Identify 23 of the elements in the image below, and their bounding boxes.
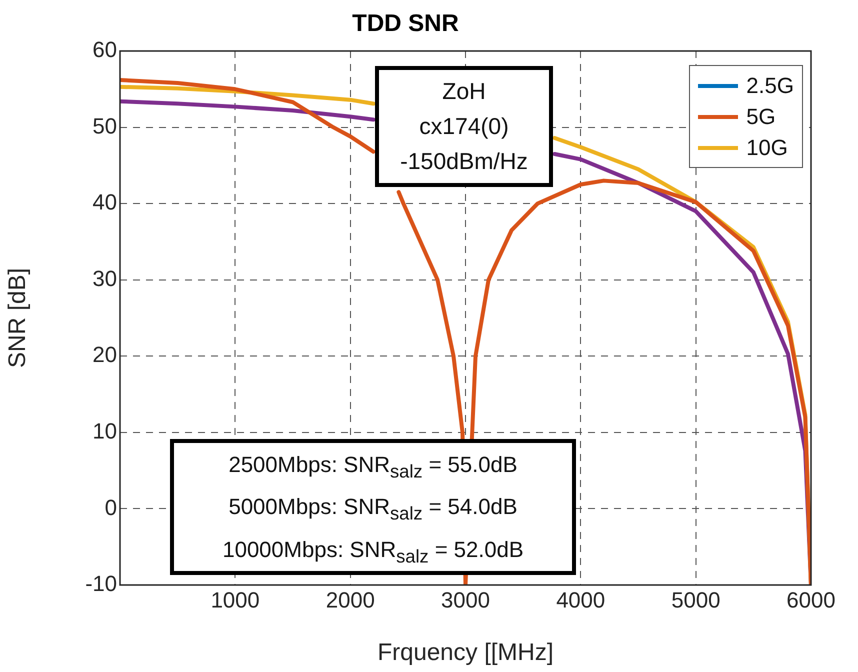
x-tick-label: 1000 — [210, 587, 260, 612]
y-tick-label: 10 — [92, 418, 117, 444]
y-tick-label: 60 — [92, 37, 117, 62]
x-tick-label: 3000 — [441, 587, 490, 612]
y-tick-label: 30 — [92, 266, 117, 291]
legend-label: 10G — [746, 134, 788, 160]
y-tick-label: 0 — [104, 494, 117, 520]
y-tick-label: 50 — [92, 113, 117, 138]
x-tick-label: 2000 — [326, 587, 375, 612]
annotation: ZoH cx174(0) -150dBm/Hz — [399, 77, 529, 176]
x-tick-label: 5000 — [671, 587, 720, 612]
y-tick-label: 40 — [92, 190, 117, 215]
y-tick-label: -10 — [85, 571, 117, 596]
x-tick-label: 4000 — [556, 587, 606, 612]
text-box: 2500Mbps: SNR$_{salz}$ = 55.0dB 5000Mbps: SNR$_{salz}$ = 54.0dB 10000Mbps: SNR$_{salz}$ = 52.0dB — [170, 439, 576, 575]
legend-label: 5G — [746, 104, 776, 130]
x-axis-title: Frquency [[MHz] — [377, 639, 554, 666]
chart-title: TDD SNR — [352, 10, 459, 38]
legend-label: 2.5G — [746, 72, 794, 98]
y-tick-label: 20 — [92, 342, 117, 368]
y-axis-title: SNR [dB] — [4, 268, 32, 368]
text-box: ZoH cx174(0) -150dBm/Hz — [375, 66, 553, 187]
x-tick-label: 6000 — [786, 587, 836, 612]
